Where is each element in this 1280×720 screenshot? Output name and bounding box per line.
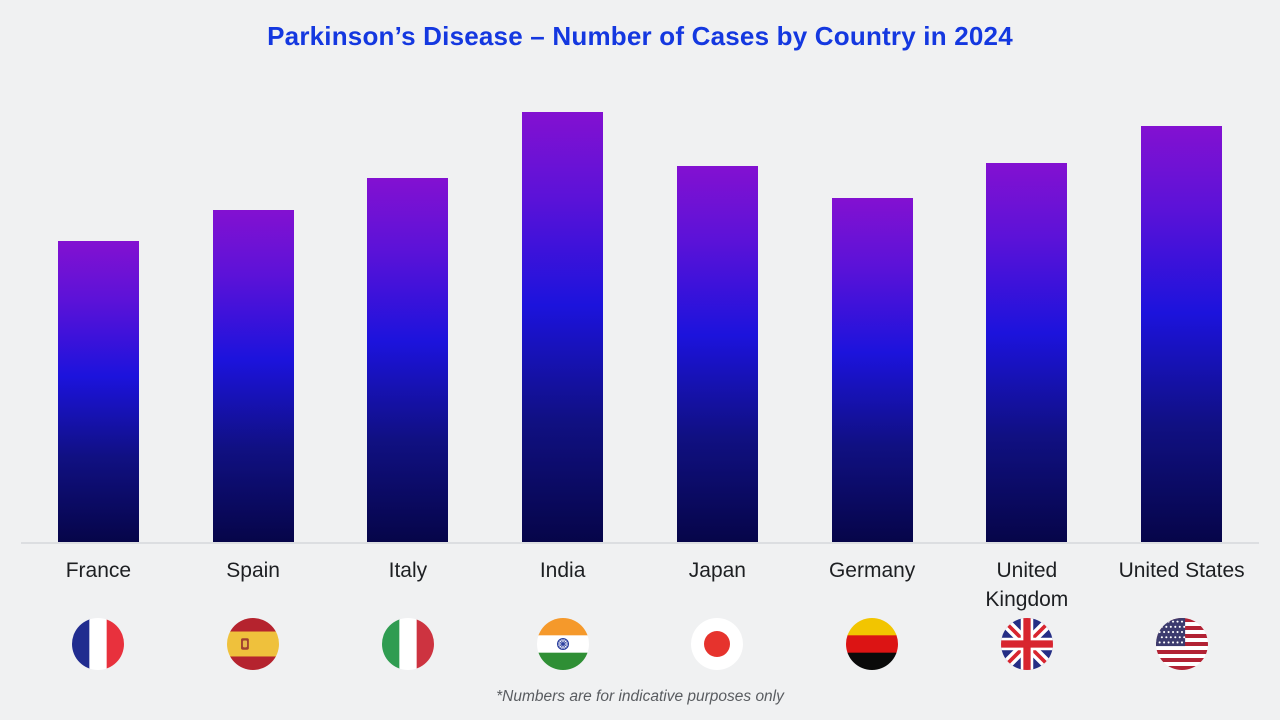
italy-flag-icon <box>381 618 434 670</box>
bar-column-france <box>21 241 176 542</box>
country-label-spain: Spain <box>226 559 280 582</box>
country-label-united-kingdom: United Kingdom <box>985 559 1069 611</box>
country-label-india: India <box>539 559 586 582</box>
flag-cell <box>795 618 950 670</box>
country-label-united-states: United States <box>1118 559 1245 582</box>
category-labels-row: France Spain Italy India Japan Germany United K… <box>21 557 1259 617</box>
bar-column-united-states <box>1104 126 1259 542</box>
flags-row <box>21 618 1259 670</box>
category-label-cell: Germany <box>795 557 950 617</box>
japan-flag-icon <box>691 618 744 670</box>
bar-column-united-kingdom <box>950 163 1105 542</box>
bar-germany <box>831 198 913 542</box>
bar-france <box>57 241 139 542</box>
flag-cell <box>21 618 176 670</box>
flag-cell <box>950 618 1105 670</box>
flag-cell <box>640 618 795 670</box>
country-label-germany: Germany <box>828 559 916 582</box>
bar-italy <box>367 178 449 542</box>
germany-flag-icon <box>846 618 899 670</box>
bar-united-kingdom <box>986 163 1068 542</box>
country-label-italy: Italy <box>388 559 428 582</box>
chart-title: Parkinson’s Disease – Number of Cases by… <box>267 21 1013 51</box>
country-label-france: France <box>65 559 132 582</box>
bar-japan <box>676 166 758 542</box>
bar-column-japan <box>640 166 795 542</box>
footnote: *Numbers are for indicative purposes onl… <box>496 688 784 705</box>
bar-united-states <box>1141 126 1223 542</box>
india-flag-icon <box>536 618 589 670</box>
bar-chart: France Spain Italy India Japan Germany United K… <box>21 70 1259 670</box>
category-label-cell: United States <box>1104 557 1259 617</box>
category-label-cell: France <box>21 557 176 617</box>
bar-column-india <box>485 112 640 542</box>
bar-india <box>522 112 604 542</box>
spain-flag-icon <box>227 618 280 670</box>
plot-area <box>21 70 1259 542</box>
flag-cell <box>331 618 486 670</box>
flag-cell <box>1104 618 1259 670</box>
bar-column-germany <box>795 198 950 542</box>
united-states-flag-icon <box>1155 618 1208 670</box>
bar-column-italy <box>331 178 486 542</box>
category-label-cell: United Kingdom <box>950 557 1105 617</box>
france-flag-icon <box>72 618 125 670</box>
bar-spain <box>212 210 294 542</box>
x-axis-line <box>21 542 1259 544</box>
category-label-cell: Italy <box>331 557 486 617</box>
category-label-cell: Japan <box>640 557 795 617</box>
united-kingdom-flag-icon <box>1000 618 1053 670</box>
bar-column-spain <box>176 210 331 542</box>
flag-cell <box>485 618 640 670</box>
country-label-japan: Japan <box>688 559 746 582</box>
category-label-cell: India <box>485 557 640 617</box>
flag-cell <box>176 618 331 670</box>
category-label-cell: Spain <box>176 557 331 617</box>
